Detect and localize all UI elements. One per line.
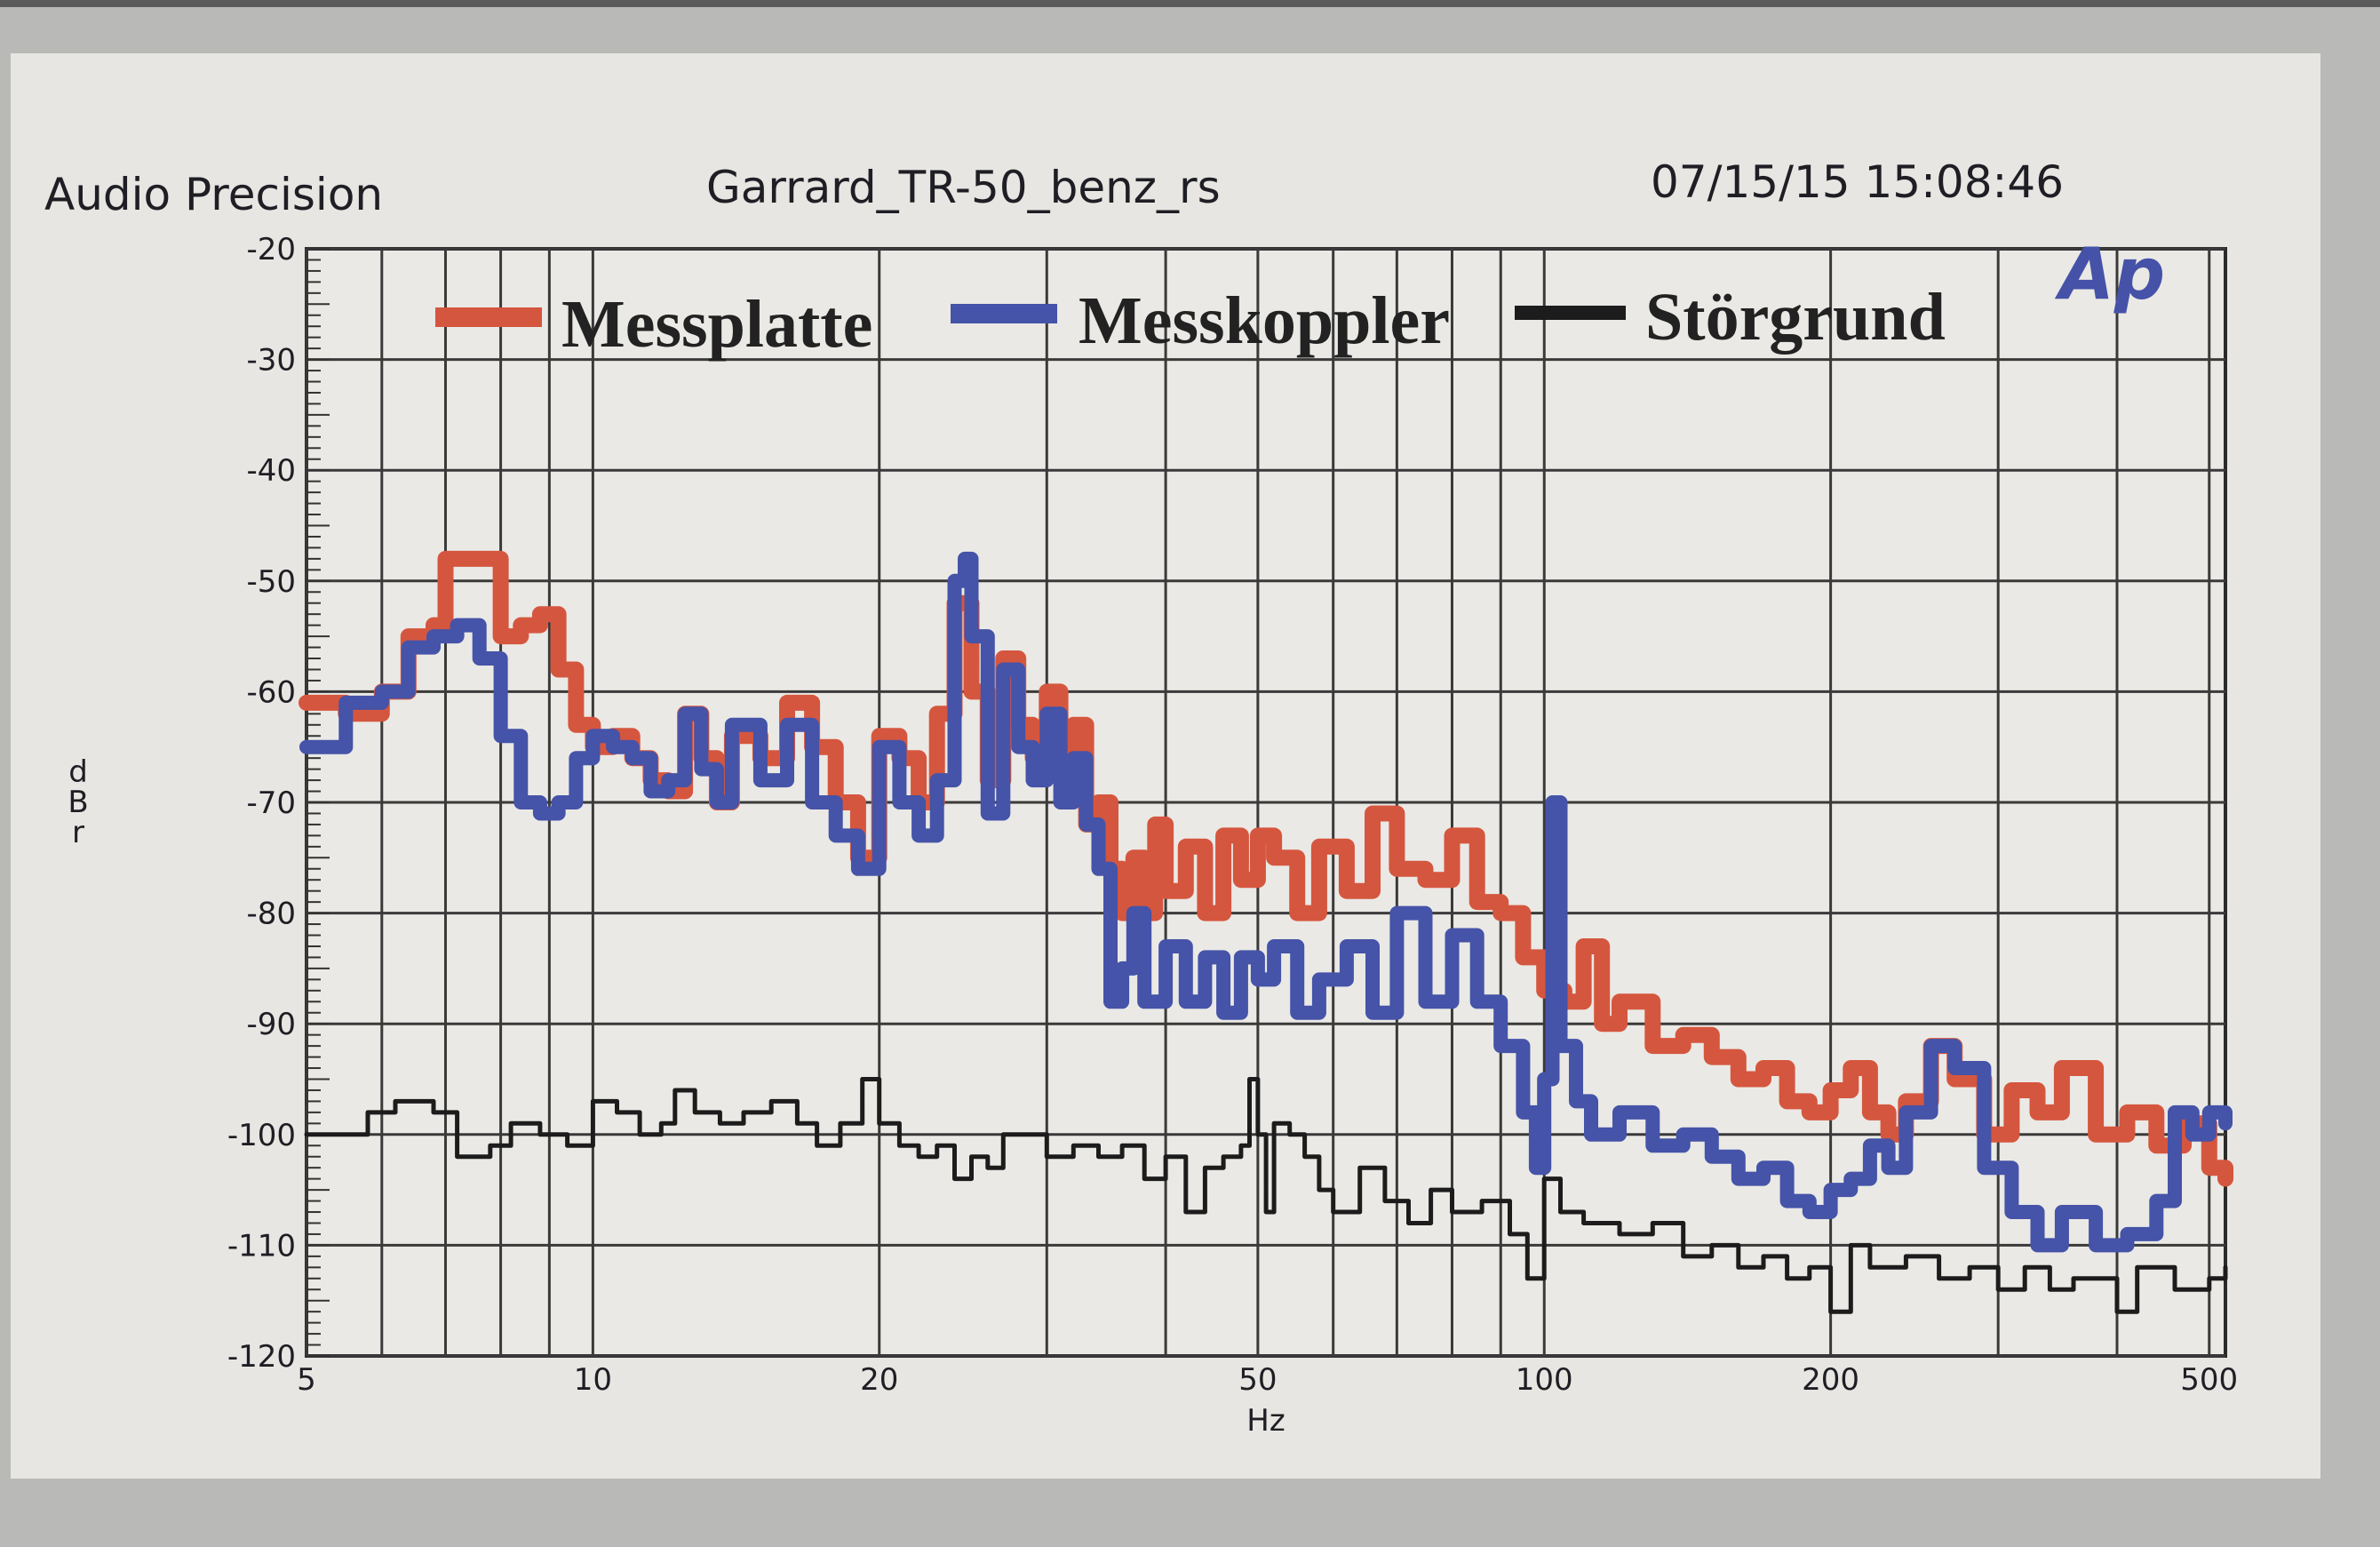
legend-label-messplatte: Messplatte xyxy=(561,287,872,362)
series-layer xyxy=(298,550,2233,1314)
x-axis-title: Hz xyxy=(1246,1403,1285,1439)
x-tick-label: 20 xyxy=(860,1362,898,1398)
top-rule xyxy=(0,0,2380,7)
x-tick-label: 50 xyxy=(1238,1362,1277,1398)
x-tick-label: 100 xyxy=(1516,1362,1573,1398)
y-tick-label: -110 xyxy=(227,1228,296,1264)
x-tick-label: 200 xyxy=(1802,1362,1859,1398)
series-line-messkoppler xyxy=(299,551,2233,1253)
y-tick-label: -50 xyxy=(246,564,296,600)
ap-logo: Ap xyxy=(2054,233,2165,315)
legend: Messplatte Messkoppler Störgrund xyxy=(435,280,1946,362)
y-tick-label: -40 xyxy=(246,453,296,489)
file-name: Garrard_TR-50_benz_rs xyxy=(706,162,1221,213)
y-tick-label: -60 xyxy=(246,674,296,710)
timestamp: 07/15/15 15:08:46 xyxy=(1651,156,2064,208)
brand-label: Audio Precision xyxy=(44,169,383,220)
minor-y-ticks xyxy=(306,248,330,1357)
series-line-stoergrund xyxy=(304,1077,2228,1314)
legend-label-messkoppler: Messkoppler xyxy=(1079,283,1450,358)
y-tick-label: -100 xyxy=(227,1118,296,1153)
x-tick-label: 10 xyxy=(574,1362,612,1398)
y-tick-label: -80 xyxy=(246,897,296,932)
x-tick-label: 5 xyxy=(297,1362,316,1398)
svg-text:dBr: dBr xyxy=(68,754,88,850)
legend-label-stoergrund: Störgrund xyxy=(1645,280,1946,355)
y-tick-label: -120 xyxy=(227,1339,296,1375)
y-tick-label: -30 xyxy=(246,343,296,379)
y-tick-label: -70 xyxy=(246,785,296,821)
y-tick-label: -20 xyxy=(246,232,296,267)
x-tick-label: 500 xyxy=(2180,1362,2238,1398)
y-tick-label: -90 xyxy=(246,1007,296,1042)
